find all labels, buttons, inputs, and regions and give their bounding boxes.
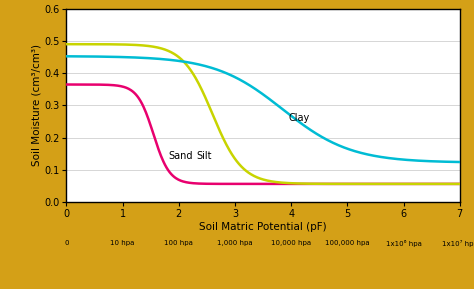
Text: Silt: Silt	[197, 151, 212, 161]
X-axis label: Soil Matric Potential (pF): Soil Matric Potential (pF)	[199, 222, 327, 232]
Text: Sand: Sand	[169, 151, 193, 161]
Text: Clay: Clay	[288, 113, 310, 123]
Y-axis label: Soil Moisture (cm³/cm³): Soil Moisture (cm³/cm³)	[31, 45, 41, 166]
